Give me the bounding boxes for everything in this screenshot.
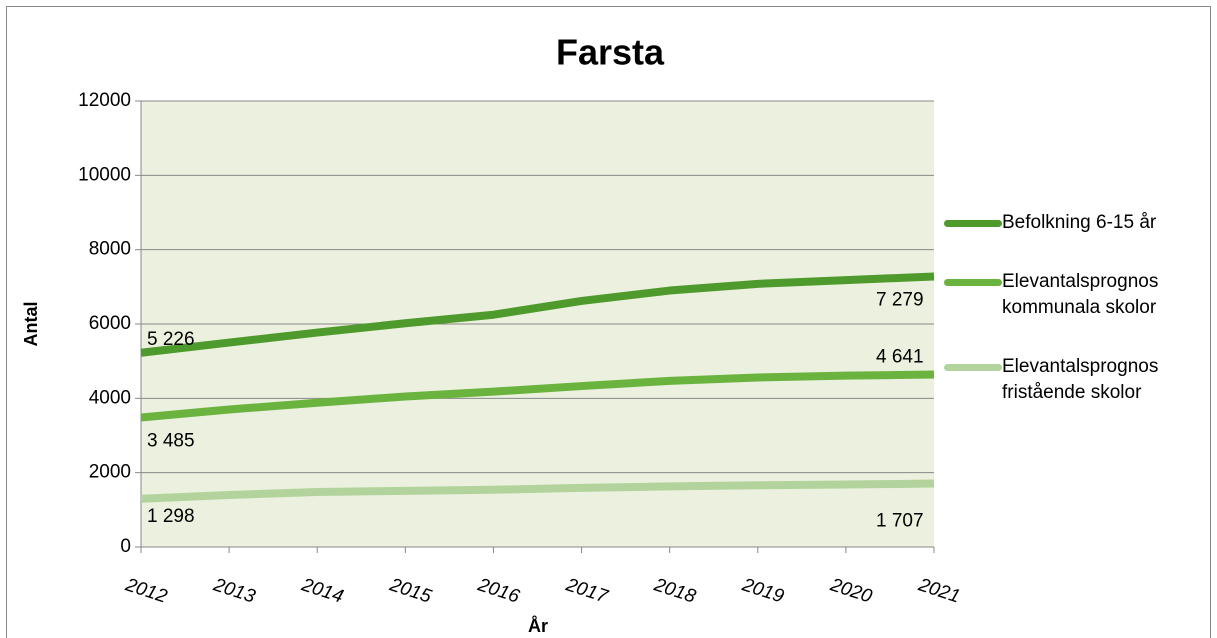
x-tick-label: 2018 (651, 574, 699, 607)
line-series (140, 370, 935, 422)
data-label: 1 298 (147, 506, 195, 527)
legend-label: Elevantalsprognos fristående skolor (1002, 356, 1159, 403)
legend: Befolkning 6-15 år Elevantalsprognos komm… (944, 210, 1209, 439)
legend-item: Elevantalsprognos kommunala skolor (944, 269, 1209, 321)
x-tick-label: 2017 (563, 574, 612, 608)
data-label: 3 485 (147, 430, 195, 451)
x-axis-title: År (528, 616, 548, 636)
legend-swatch (944, 220, 1002, 227)
y-tick-label: 12000 (78, 90, 131, 111)
x-tick-label: 2014 (298, 574, 346, 607)
data-label: 4 641 (876, 347, 924, 368)
x-tick-label: 2020 (827, 574, 875, 607)
data-label: 5 226 (147, 329, 195, 350)
x-tick-label: 2019 (739, 574, 787, 607)
x-tick-label: 2015 (386, 574, 434, 607)
y-axis-title: Antal (21, 302, 41, 347)
y-tick-label: 10000 (78, 164, 131, 185)
line-series (140, 479, 935, 503)
legend-item: Befolkning 6-15 år (944, 210, 1209, 236)
data-label: 7 279 (876, 289, 924, 310)
line-series (140, 272, 935, 357)
chart-title: Farsta (556, 32, 665, 73)
legend-label: Elevantalsprognos kommunala skolor (1002, 271, 1159, 318)
y-tick-label: 2000 (89, 462, 131, 483)
y-tick-label: 4000 (89, 387, 131, 408)
chart-border (6, 6, 1211, 638)
y-tick-label: 8000 (89, 239, 131, 260)
x-tick-label: 2013 (210, 574, 258, 607)
x-tick-label: 2012 (122, 574, 170, 607)
legend-swatch (944, 279, 1002, 286)
data-label: 1 707 (876, 511, 924, 532)
y-tick-label: 0 (120, 536, 131, 557)
y-tick-label: 6000 (89, 313, 131, 334)
legend-swatch (944, 364, 1002, 371)
x-tick-label: 2021 (915, 574, 963, 607)
x-tick-label: 2016 (474, 574, 522, 607)
legend-item: Elevantalsprognos fristående skolor (944, 354, 1209, 406)
legend-label: Befolkning 6-15 år (1002, 212, 1157, 233)
